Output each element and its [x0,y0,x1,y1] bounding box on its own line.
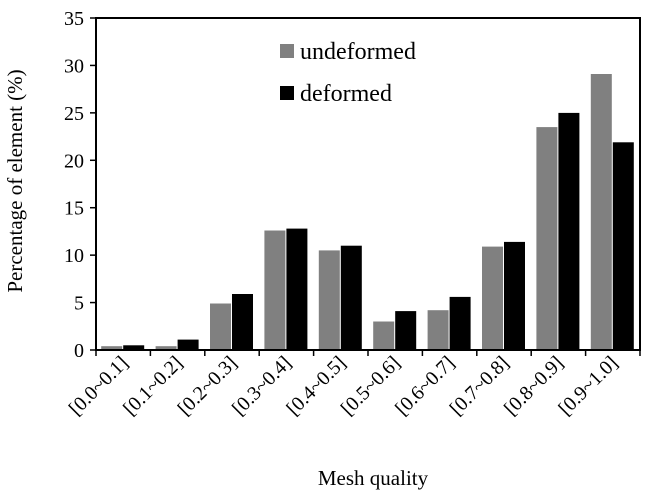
legend: undeformed deformed [280,39,416,107]
x-tick-label: [0.0~0.1] [65,352,133,420]
x-tick-label: [0.5~0.6] [337,352,405,420]
y-tick-label: 20 [64,150,84,172]
bar-deformed-7 [504,241,525,350]
x-tick-label: [0.8~0.9] [500,352,568,420]
x-axis-title: Mesh quality [318,466,429,490]
y-axis-title: Percentage of element (%) [3,69,27,292]
bar-undeformed-2 [210,303,231,350]
y-tick-label: 5 [74,293,84,315]
x-axis-ticks: [0.0~0.1][0.1~0.2][0.2~0.3][0.3~0.4][0.4… [65,350,641,420]
bar-deformed-8 [558,112,580,351]
bar-deformed-4 [340,245,362,350]
bar-deformed-3 [286,228,308,350]
x-tick-label: [0.4~0.5] [282,352,350,420]
bar-deformed-2 [232,294,253,350]
x-tick-label: [0.9~1.0] [554,352,622,420]
bar-deformed-0 [123,345,145,350]
plot-frame [95,17,641,351]
bar-undeformed-6 [427,310,449,350]
bars-group [101,74,634,351]
bar-deformed-6 [449,296,471,350]
legend-label-undeformed: undeformed [300,39,416,65]
x-tick-label: [0.7~0.8] [446,352,514,420]
bar-undeformed-3 [264,230,286,350]
y-tick-label: 25 [64,103,84,125]
legend-swatch-undeformed [280,44,294,58]
bar-undeformed-4 [318,250,340,350]
bar-deformed-5 [395,311,417,350]
bar-undeformed-5 [373,321,395,350]
x-tick-label: [0.1~0.2] [119,352,187,420]
bar-undeformed-1 [155,346,177,350]
bar-undeformed-0 [101,346,123,350]
y-tick-label: 35 [64,8,84,30]
bar-deformed-1 [177,339,199,350]
bar-undeformed-7 [482,246,503,350]
legend-label-deformed: deformed [300,81,392,107]
x-tick-label: [0.6~0.7] [391,352,459,420]
y-tick-label: 0 [74,340,84,362]
y-axis-ticks: 0 5 10 15 20 25 30 35 [64,8,96,362]
bar-undeformed-9 [590,74,612,350]
y-tick-label: 15 [64,198,84,220]
y-tick-label: 10 [64,245,84,267]
x-tick-label: [0.3~0.4] [228,352,296,420]
bar-undeformed-8 [536,127,558,350]
y-tick-label: 30 [64,55,84,77]
bar-deformed-9 [612,142,634,350]
x-tick-label: [0.2~0.3] [174,352,242,420]
legend-swatch-deformed [280,86,294,100]
